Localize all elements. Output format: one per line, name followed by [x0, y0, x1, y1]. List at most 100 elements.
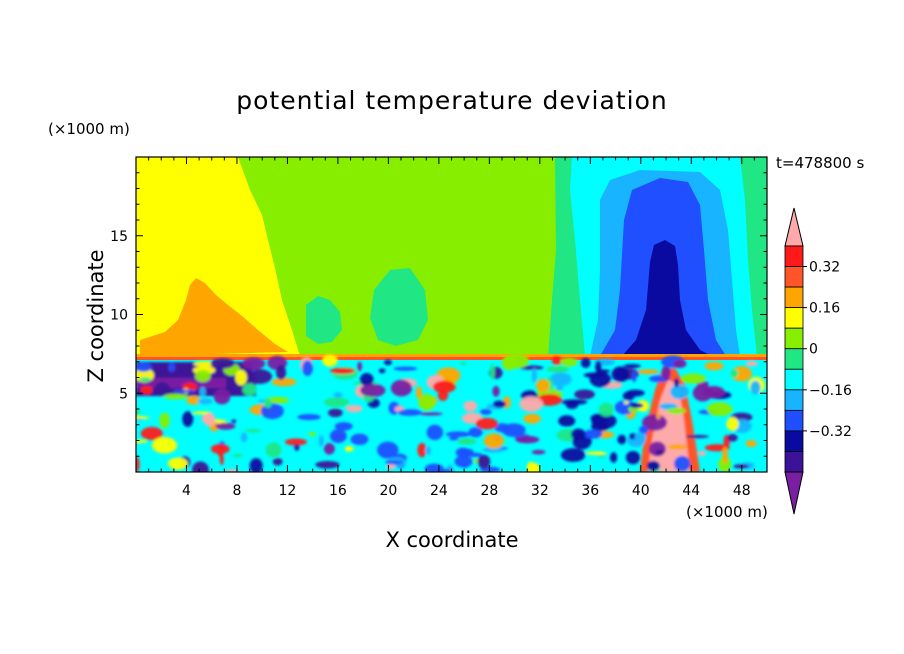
turbulent-eddy [334, 421, 353, 431]
turbulent-eddy [617, 434, 627, 445]
turbulent-eddy [425, 446, 431, 455]
turbulent-eddy [302, 360, 313, 376]
turbulent-eddy [515, 435, 540, 444]
colorbar-segment [784, 307, 804, 329]
turbulent-eddy [418, 412, 443, 416]
cool-region-center-2 [370, 268, 428, 346]
colorbar-segment [784, 348, 804, 370]
turbulent-eddy [646, 460, 660, 471]
turbulent-eddy [483, 433, 505, 449]
x-tick-label: 20 [379, 483, 397, 499]
turbulent-eddy [284, 438, 307, 446]
turbulent-eddy [210, 443, 230, 454]
turbulent-eddy [625, 450, 641, 465]
turbulent-eddy [641, 414, 668, 431]
turbulent-eddy [199, 386, 206, 397]
colorbar-segment [784, 409, 804, 432]
turbulent-eddy [231, 419, 237, 423]
turbulent-eddy [197, 398, 213, 405]
turbulent-eddy [672, 359, 687, 369]
turbulent-eddy [580, 357, 591, 368]
turbulent-eddy [383, 359, 392, 366]
turbulent-eddy [727, 434, 738, 442]
turbulent-eddy [611, 366, 630, 383]
turbulent-eddy [459, 362, 467, 366]
interface-line-2 [136, 357, 767, 360]
turbulent-eddy [136, 416, 151, 420]
turbulent-eddy [318, 435, 324, 447]
turbulent-eddy [247, 369, 273, 384]
turbulent-eddy [629, 402, 644, 409]
plume-core [622, 240, 712, 356]
turbulent-eddy [560, 448, 586, 462]
x-axis-label-text: X coordinate [385, 528, 519, 552]
colorbar-segment [784, 389, 804, 411]
turbulent-eddy [626, 389, 645, 397]
turbulent-eddy [215, 422, 236, 430]
turbulent-eddy [385, 464, 396, 470]
turbulent-eddy [726, 416, 739, 431]
turbulent-eddy [730, 368, 739, 379]
x-tick-label: 16 [329, 483, 347, 499]
turbulent-eddy [272, 458, 283, 466]
x-tick-label: 48 [733, 483, 751, 499]
turbulent-eddy [475, 417, 498, 430]
turbulent-eddy [494, 423, 510, 433]
turbulent-eddy [225, 469, 240, 472]
turbulent-eddy [634, 432, 647, 443]
x-tick-label: 40 [632, 483, 650, 499]
turbulent-eddy [661, 365, 671, 381]
turbulent-eddy [242, 383, 257, 396]
turbulent-eddy [574, 389, 595, 400]
turbulent-eddy [377, 441, 399, 459]
turbulent-eddy [315, 460, 340, 469]
turbulent-eddy [492, 400, 507, 408]
turbulent-eddy [697, 450, 706, 456]
x-tick-label: 36 [581, 483, 599, 499]
turbulent-eddy [329, 429, 347, 443]
warm-region-upper-left [136, 157, 300, 356]
turbulent-eddy [733, 464, 750, 469]
turbulent-eddy [463, 400, 478, 412]
turbulent-eddy [482, 447, 505, 453]
turbulent-eddy [445, 431, 471, 438]
turbulent-eddy [519, 396, 544, 412]
turbulent-eddy [240, 432, 248, 443]
turbulent-eddy [271, 377, 297, 387]
turbulent-eddy [350, 433, 369, 445]
x-tick-label: 12 [279, 483, 297, 499]
turbulent-eddy [159, 412, 170, 429]
turbulent-eddy [210, 358, 235, 369]
turbulent-eddy [673, 378, 679, 388]
colorbar-extend-top [784, 207, 804, 247]
turbulent-eddy [479, 408, 492, 415]
turbulent-eddy [536, 393, 563, 406]
turbulent-eddy [595, 360, 602, 373]
turbulent-eddy [718, 456, 732, 472]
turbulent-eddy [384, 460, 404, 465]
turbulent-eddy [549, 372, 572, 387]
turbulent-eddy [140, 426, 163, 441]
turbulent-eddy [598, 402, 614, 417]
interface-line [136, 354, 767, 359]
turbulent-eddy [429, 468, 452, 472]
colorbar-segment [784, 266, 804, 288]
y-tick-label: 10 [110, 308, 128, 324]
turbulent-eddy [415, 386, 423, 399]
turbulent-eddy [249, 458, 263, 472]
turbulent-eddy [558, 415, 576, 427]
turbulent-eddy [297, 413, 321, 421]
turbulent-eddy [328, 408, 343, 418]
turbulent-eddy [477, 454, 491, 469]
turbulent-eddy [632, 370, 637, 383]
turbulent-eddy [232, 454, 244, 458]
colorbar-segment [784, 327, 804, 350]
turbulent-eddy [244, 429, 262, 433]
cool-region-center [306, 296, 342, 344]
x-tick-label: 24 [430, 483, 448, 499]
turbulent-eddy [745, 439, 757, 448]
cold-band-left-core [136, 378, 226, 388]
turbulent-eddy [322, 354, 338, 367]
turbulent-eddy [140, 385, 153, 395]
turbulent-eddy [639, 425, 649, 435]
